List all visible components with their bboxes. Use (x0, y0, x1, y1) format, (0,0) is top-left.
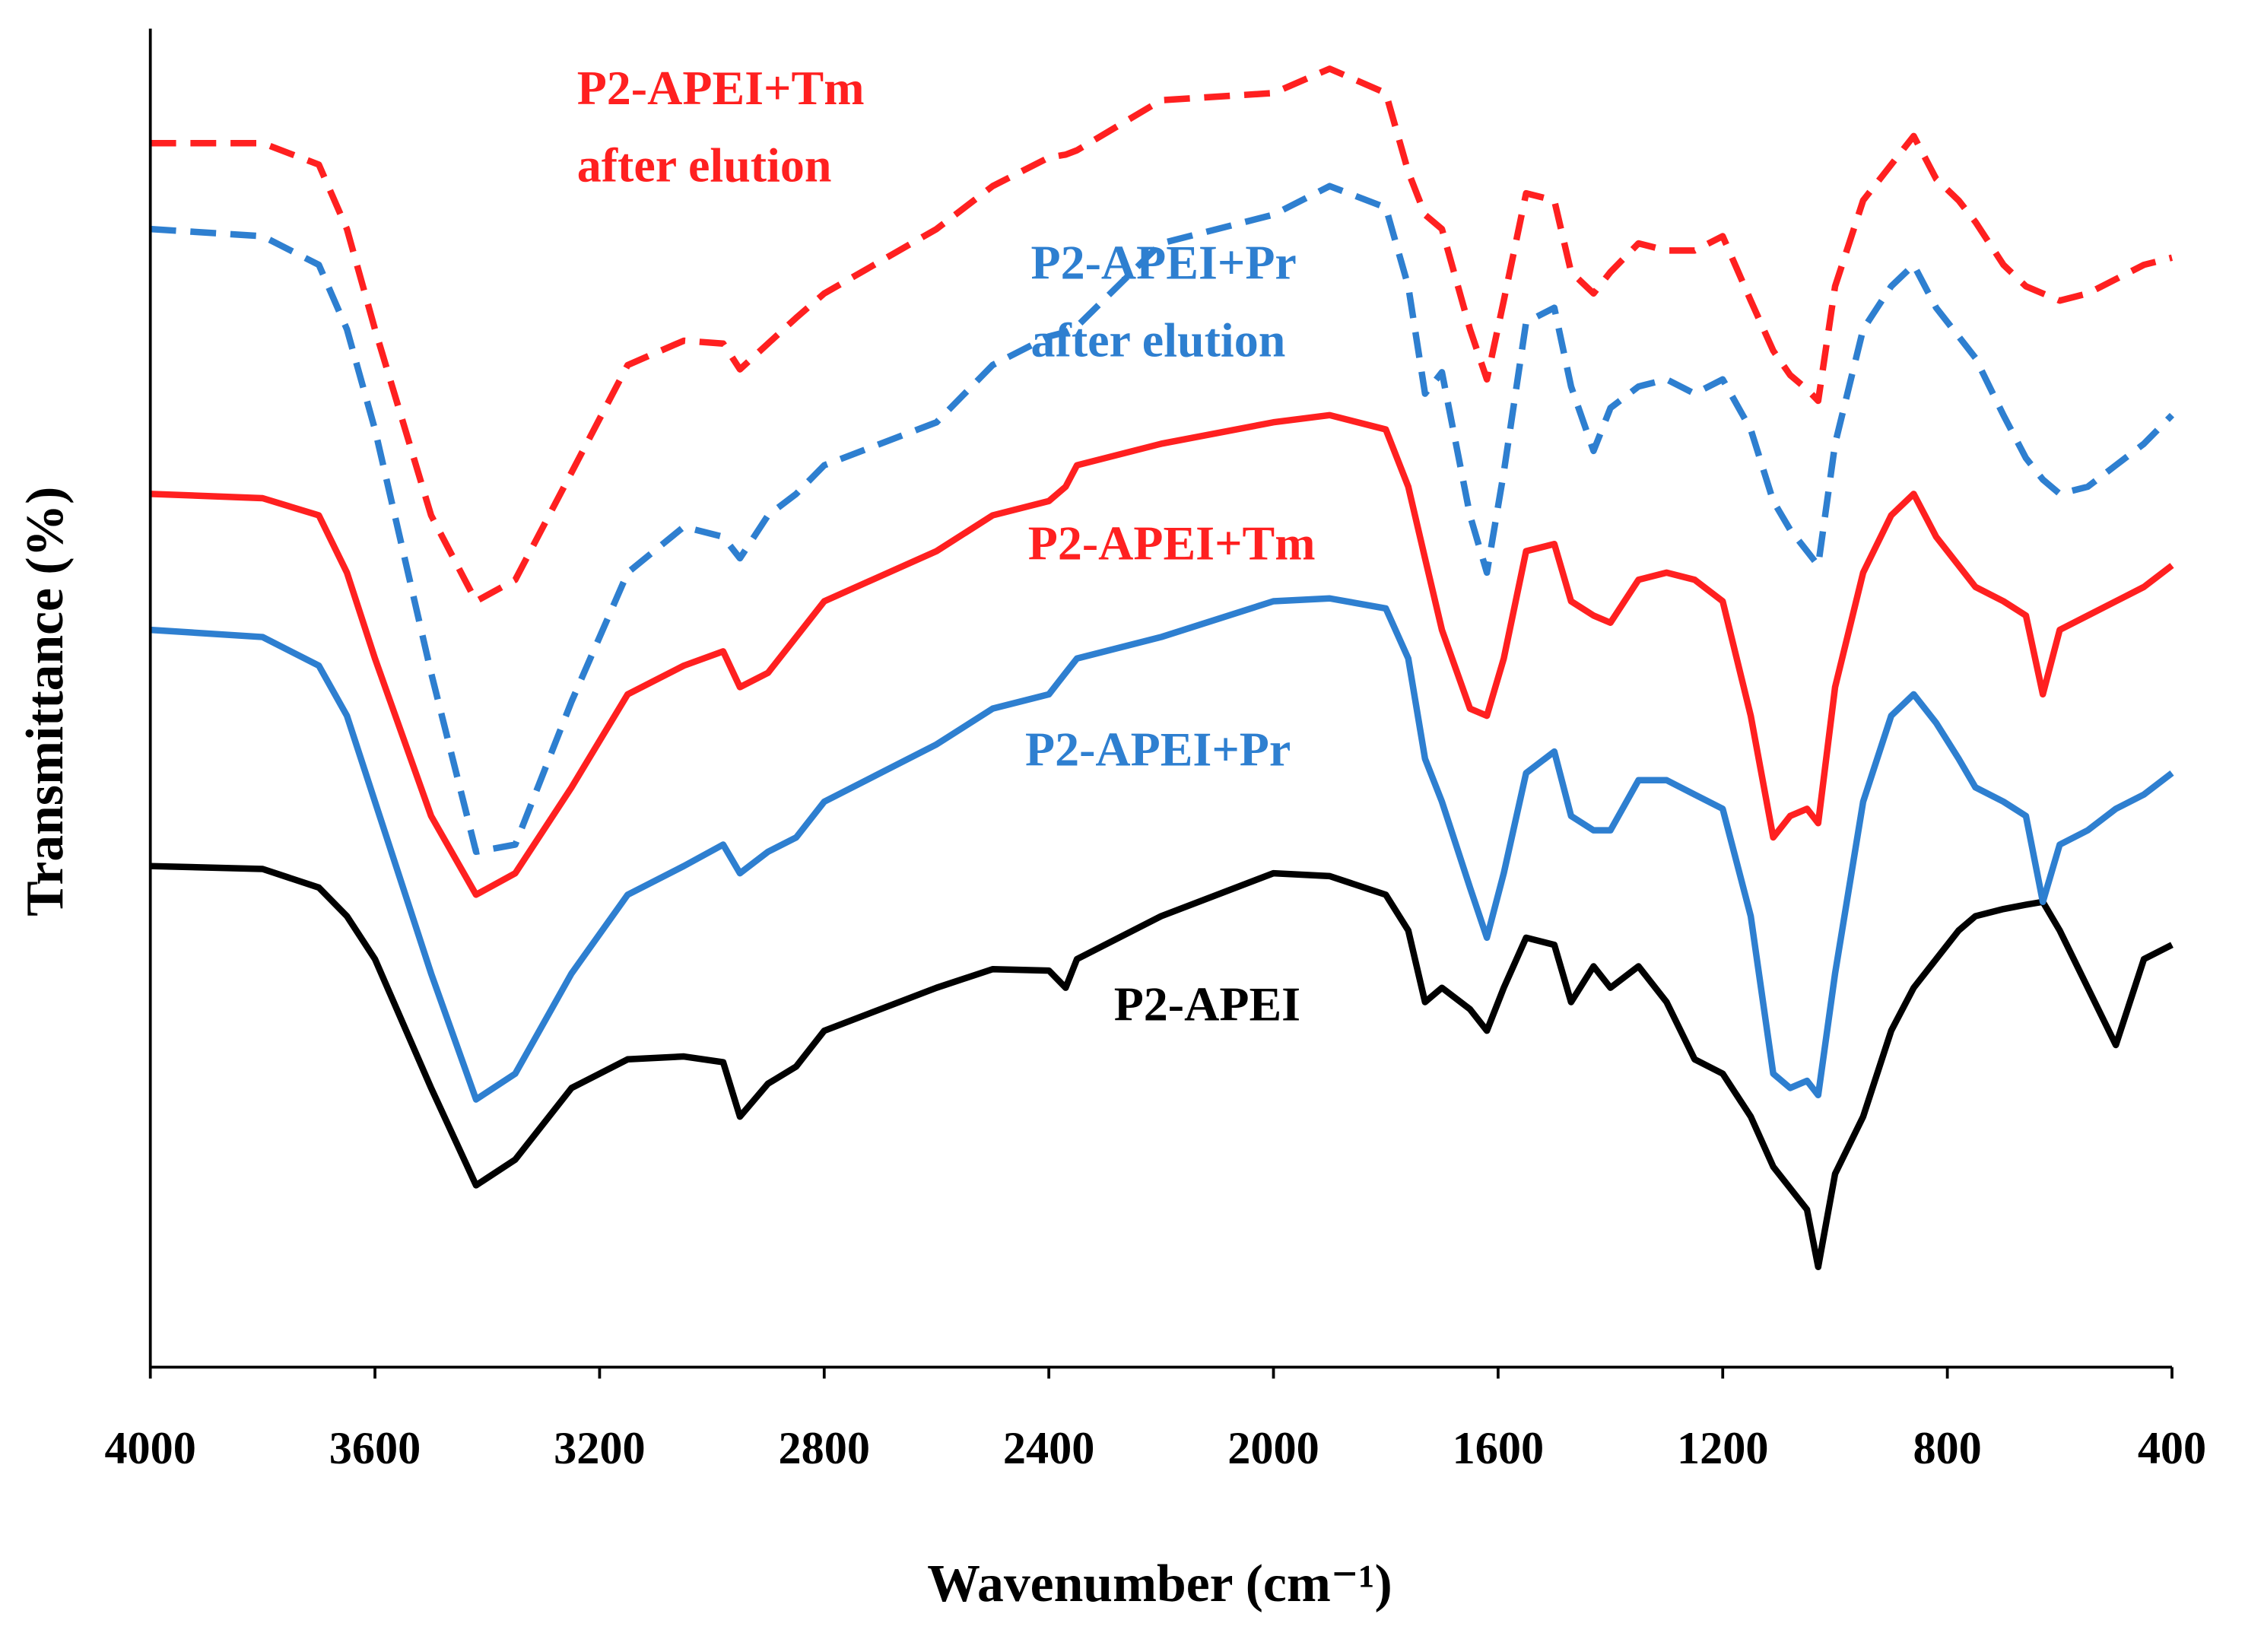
x-tick-label: 2800 (779, 1423, 870, 1474)
x-tick-label: 3200 (554, 1423, 645, 1474)
x-tick-label: 2000 (1227, 1423, 1319, 1474)
spectrum-line (150, 595, 2174, 1103)
series-label: P2-APEI+Pr (1025, 723, 1291, 777)
x-tick-label: 800 (1913, 1423, 1981, 1474)
x-tick-label: 1600 (1453, 1423, 1544, 1474)
y-axis-title: Transmittance (%) (16, 487, 75, 917)
x-tick-label: 1200 (1677, 1423, 1768, 1474)
x-tick-label: 4000 (104, 1423, 195, 1474)
series-label: P2-APEI (1114, 977, 1300, 1031)
x-tick-label: 2400 (1003, 1423, 1094, 1474)
series-label: P2-APEI+Tm (577, 61, 865, 115)
spectrum-line (150, 183, 2175, 856)
series-label: after elution (577, 138, 832, 192)
series-label: after elution (1031, 313, 1286, 367)
x-tick-label: 400 (2138, 1423, 2206, 1474)
spectrum-line (150, 65, 2174, 605)
series-label: P2-APEI+Tm (1028, 516, 1316, 570)
x-tick-label: 3600 (329, 1423, 421, 1474)
spectrum-line (150, 411, 2174, 898)
series-label: P2-APEI+Pr (1031, 236, 1297, 290)
x-axis-title: Wavenumber (cm⁻¹) (927, 1555, 1392, 1613)
spectrum-line (150, 863, 2174, 1270)
